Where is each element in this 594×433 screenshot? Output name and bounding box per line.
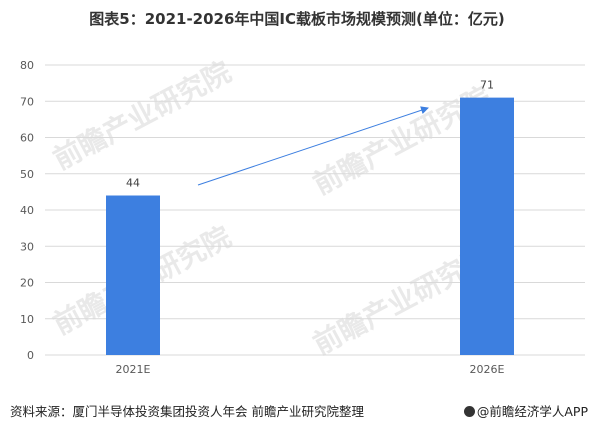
y-tick-label: 80 <box>20 59 34 72</box>
y-tick-label: 50 <box>20 168 34 181</box>
trend-arrow-line <box>197 106 429 186</box>
bar <box>106 195 160 355</box>
app-credit-label: @前瞻经济学人APP <box>476 404 588 419</box>
chart-title: 图表5：2021-2026年中国IC载板市场规模预测(单位：亿元) <box>89 10 505 28</box>
y-tick-label: 40 <box>20 204 34 217</box>
x-axis-ticks: 2021E 2026E <box>116 363 505 376</box>
y-axis-ticks: 0 10 20 30 40 50 60 70 80 <box>20 59 34 362</box>
app-credit: @前瞻经济学人APP <box>463 401 588 420</box>
data-label: 44 <box>126 177 140 190</box>
source-note: 资料来源：厦门半导体投资集团投资人年会 前瞻产业研究院整理 <box>10 404 364 419</box>
watermark-text: 前瞻产业研究院 <box>48 55 237 176</box>
bar <box>460 97 514 355</box>
logo-icon <box>463 406 475 417</box>
y-tick-label: 30 <box>20 240 34 253</box>
x-tick-label: 2026E <box>470 363 505 376</box>
y-tick-label: 70 <box>20 95 34 108</box>
data-labels: 44 71 <box>126 79 494 190</box>
x-tick-label: 2021E <box>116 363 151 376</box>
y-tick-label: 10 <box>20 313 34 326</box>
bars <box>106 97 514 355</box>
data-label: 71 <box>480 79 494 92</box>
y-tick-label: 0 <box>27 349 34 362</box>
y-tick-label: 20 <box>20 277 34 290</box>
trend-arrow <box>197 106 429 186</box>
y-tick-label: 60 <box>20 132 34 145</box>
